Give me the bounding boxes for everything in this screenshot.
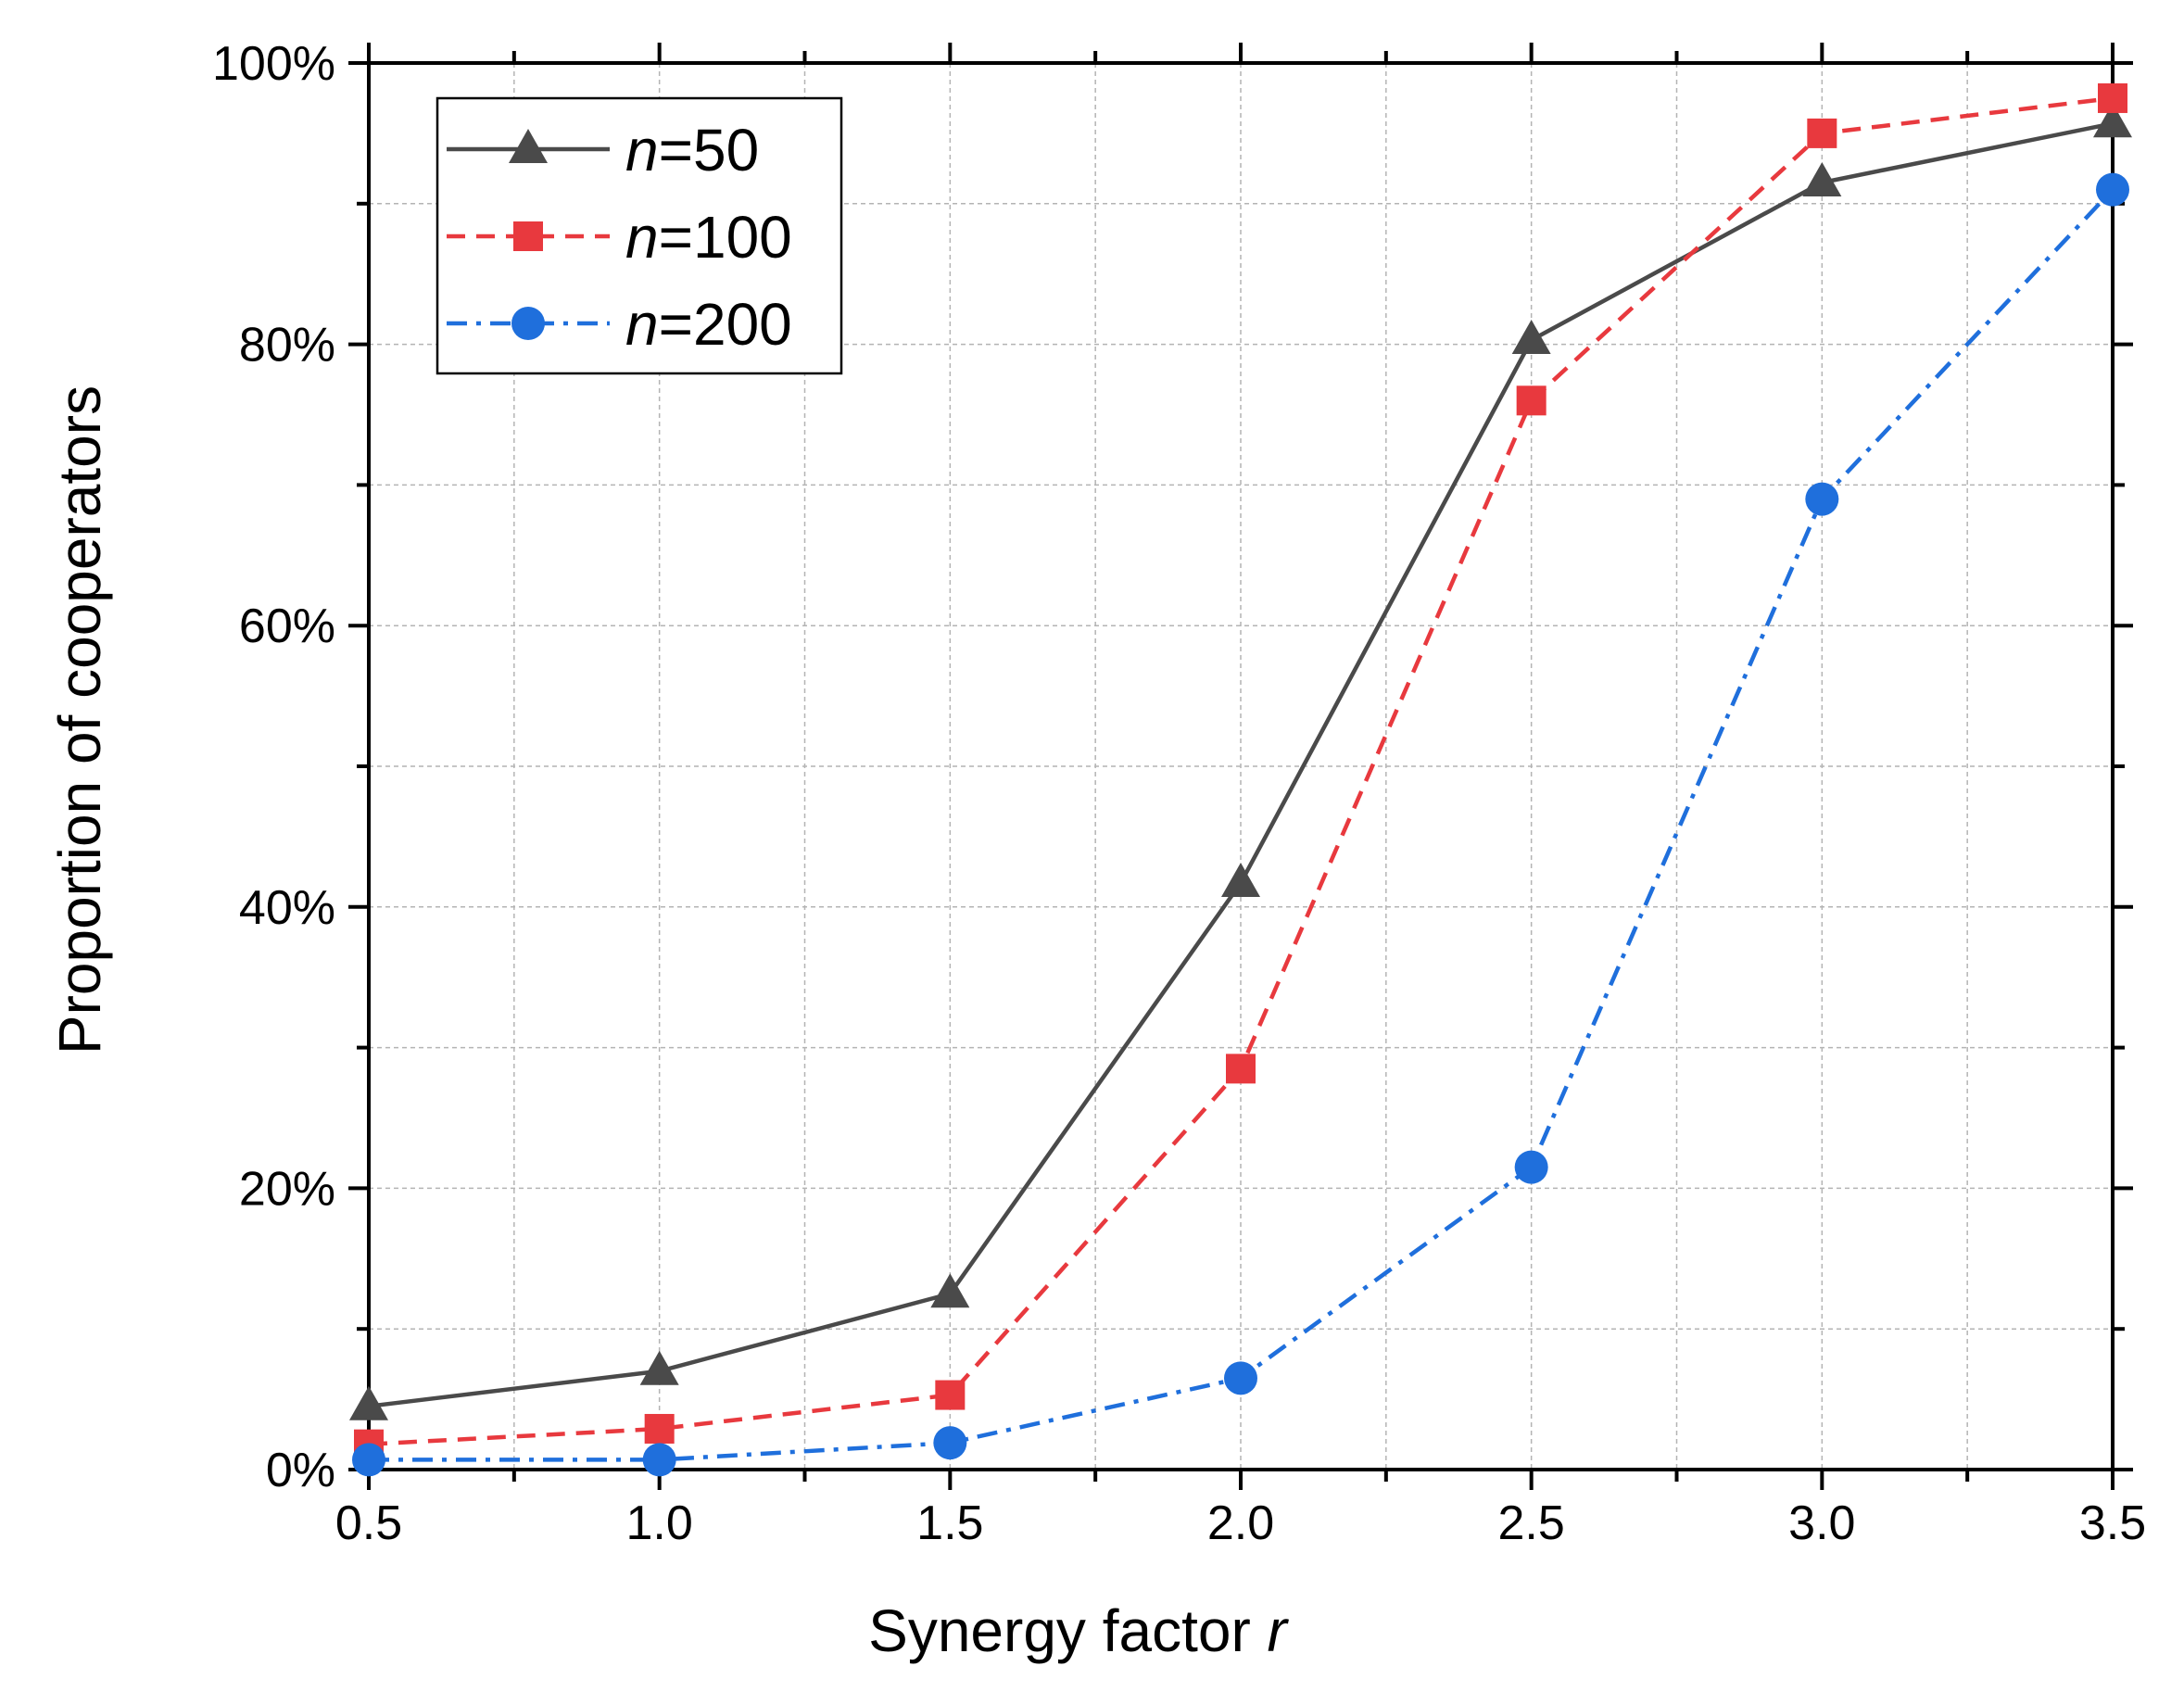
data-point-marker	[2096, 172, 2129, 207]
data-point-marker	[352, 1443, 385, 1477]
axis-titles: Synergy factor r Proportion of cooperato…	[46, 385, 1290, 1664]
x-axis-title: Synergy factor r	[868, 1597, 1289, 1664]
data-point-marker	[1514, 1150, 1548, 1184]
legend-box	[436, 96, 843, 375]
x-tick-label: 3.5	[2079, 1496, 2146, 1550]
y-tick-label: 100%	[212, 37, 335, 91]
data-point-marker	[1221, 862, 1260, 897]
data-point-marker	[644, 1413, 675, 1444]
data-point-marker	[349, 1385, 388, 1420]
data-point-marker	[1516, 385, 1546, 416]
series-n-200	[352, 172, 2129, 1477]
x-tick-label: 0.5	[335, 1496, 402, 1550]
y-tick-label: 0%	[266, 1444, 335, 1497]
data-point-marker	[509, 129, 548, 163]
data-point-marker	[513, 221, 543, 251]
x-tick-label: 2.0	[1207, 1496, 1274, 1550]
x-axis-title-text: Synergy factor	[868, 1597, 1251, 1664]
series-n-100	[354, 82, 2127, 1459]
x-tick-label: 1.0	[626, 1496, 693, 1550]
y-tick-label: 20%	[239, 1162, 335, 1216]
data-point-marker	[642, 1443, 676, 1477]
legend-label-value: =200	[659, 291, 792, 358]
y-axis-title: Proportion of cooperators	[46, 385, 113, 1054]
data-point-marker	[935, 1380, 966, 1410]
y-tick-label: 60%	[239, 600, 335, 653]
data-point-marker	[1802, 162, 1842, 197]
y-tick-label: 40%	[239, 881, 335, 935]
axis-ticks: 0.5 1.0 1.5 2.0 2.5 3.0 3.5 0% 20% 40% 60% 80% 100%	[212, 37, 2146, 1550]
data-point-marker	[930, 1273, 970, 1308]
data-point-marker	[639, 1350, 679, 1385]
data-point-marker	[511, 307, 545, 340]
data-point-marker	[1511, 320, 1551, 355]
legend-label-value: =50	[659, 117, 760, 183]
grid-lines	[369, 63, 2113, 1470]
x-tick-label: 1.5	[916, 1496, 983, 1550]
x-tick-label: 3.0	[1788, 1496, 1855, 1550]
legend-label-var: n	[625, 204, 659, 271]
data-point-marker	[1807, 118, 1837, 148]
x-tick-label: 2.5	[1498, 1496, 1565, 1550]
data-point-marker	[933, 1426, 967, 1460]
data-point-marker	[1226, 1054, 1256, 1084]
y-axis-title-text: Proportion of cooperators	[46, 385, 113, 1054]
x-axis-title-var: r	[1268, 1597, 1290, 1664]
series-n-50	[349, 103, 2132, 1420]
legend-label: n=50	[625, 117, 759, 183]
legend-label-var: n	[625, 291, 659, 358]
legend-label-var: n	[625, 117, 659, 183]
legend-label: n=200	[625, 291, 792, 358]
data-point-marker	[1805, 482, 1839, 516]
data-point-marker	[1224, 1361, 1257, 1395]
data-series	[349, 82, 2132, 1477]
legend-label: n=100	[625, 204, 792, 271]
y-tick-label: 80%	[239, 319, 335, 372]
data-point-marker	[2098, 82, 2127, 113]
legend-label-value: =100	[659, 204, 792, 271]
data-point-marker	[2093, 103, 2132, 138]
